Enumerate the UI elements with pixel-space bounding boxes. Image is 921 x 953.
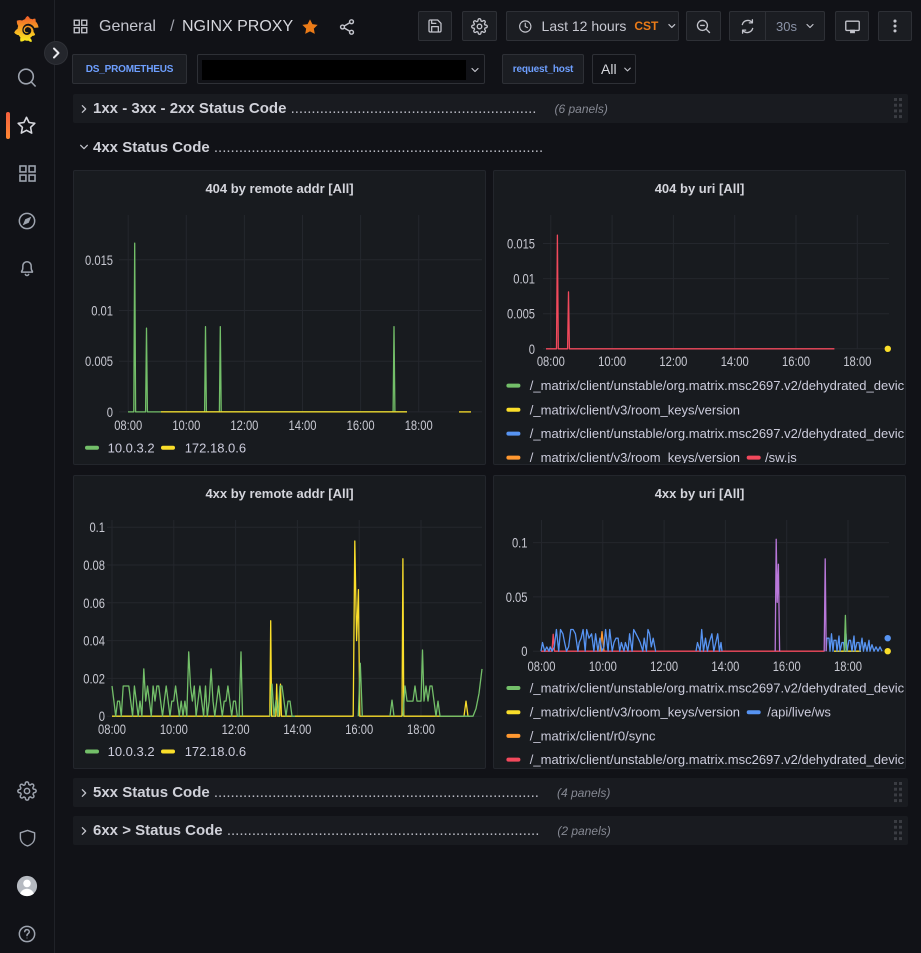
svg-text:14:00: 14:00 [711, 659, 739, 674]
svg-text:10:00: 10:00 [589, 659, 617, 674]
svg-text:0.01: 0.01 [513, 271, 535, 286]
svg-text:0.05: 0.05 [506, 590, 528, 605]
svg-text:0: 0 [99, 709, 105, 724]
svg-text:10:00: 10:00 [172, 418, 200, 433]
svg-text:12:00: 12:00 [230, 418, 258, 433]
svg-text:16:00: 16:00 [345, 722, 373, 737]
svg-text:0.1: 0.1 [89, 520, 105, 535]
svg-text:0.06: 0.06 [83, 596, 105, 611]
svg-text:16:00: 16:00 [347, 418, 375, 433]
svg-text:0.08: 0.08 [83, 558, 105, 573]
svg-text:14:00: 14:00 [721, 354, 749, 369]
svg-text:08:00: 08:00 [528, 659, 556, 674]
svg-text:0.015: 0.015 [85, 253, 113, 268]
svg-text:0.005: 0.005 [85, 354, 113, 369]
svg-text:16:00: 16:00 [773, 659, 801, 674]
svg-text:10.0.3.2: 10.0.3.2 [108, 440, 155, 455]
svg-text:10:00: 10:00 [598, 354, 626, 369]
svg-text:0.02: 0.02 [83, 671, 105, 686]
svg-text:0.005: 0.005 [507, 307, 535, 322]
svg-text:/_matrix/client/unstable/org.m: /_matrix/client/unstable/org.matrix.msc2… [530, 681, 904, 696]
svg-text:0.04: 0.04 [83, 633, 105, 648]
svg-text:14:00: 14:00 [283, 722, 311, 737]
svg-text:18:00: 18:00 [405, 418, 433, 433]
svg-text:/_matrix/client/v3/room_keys/v: /_matrix/client/v3/room_keys/version [530, 450, 740, 463]
svg-text:0.1: 0.1 [512, 535, 528, 550]
svg-text:/_matrix/client/r0/sync: /_matrix/client/r0/sync [530, 728, 656, 743]
svg-text:12:00: 12:00 [650, 659, 678, 674]
svg-text:18:00: 18:00 [834, 659, 862, 674]
svg-text:0: 0 [521, 644, 527, 659]
svg-text:18:00: 18:00 [407, 722, 435, 737]
svg-text:0.015: 0.015 [507, 236, 535, 251]
svg-text:0: 0 [529, 342, 535, 357]
svg-text:10:00: 10:00 [160, 722, 188, 737]
svg-text:/_matrix/client/v3/room_keys/v: /_matrix/client/v3/room_keys/version [530, 705, 740, 720]
svg-text:10.0.3.2: 10.0.3.2 [108, 744, 155, 759]
svg-text:0: 0 [107, 405, 113, 420]
svg-text:/_matrix/client/unstable/org.m: /_matrix/client/unstable/org.matrix.msc2… [530, 378, 904, 393]
svg-text:18:00: 18:00 [843, 354, 871, 369]
svg-text:/_matrix/client/unstable/org.m: /_matrix/client/unstable/org.matrix.msc2… [530, 752, 904, 767]
svg-text:12:00: 12:00 [222, 722, 250, 737]
svg-text:/sw.js: /sw.js [765, 450, 797, 463]
svg-text:08:00: 08:00 [98, 722, 126, 737]
svg-text:16:00: 16:00 [782, 354, 810, 369]
svg-text:/_matrix/client/unstable/org.m: /_matrix/client/unstable/org.matrix.msc2… [530, 426, 904, 441]
svg-text:08:00: 08:00 [114, 418, 142, 433]
svg-text:/_matrix/client/v3/room_keys/v: /_matrix/client/v3/room_keys/version [530, 402, 740, 417]
svg-text:172.18.0.6: 172.18.0.6 [185, 440, 246, 455]
svg-text:/api/live/ws: /api/live/ws [767, 705, 831, 720]
svg-text:12:00: 12:00 [659, 354, 687, 369]
svg-text:14:00: 14:00 [289, 418, 317, 433]
svg-text:0.01: 0.01 [91, 303, 113, 318]
svg-text:172.18.0.6: 172.18.0.6 [185, 744, 246, 759]
svg-text:08:00: 08:00 [537, 354, 565, 369]
